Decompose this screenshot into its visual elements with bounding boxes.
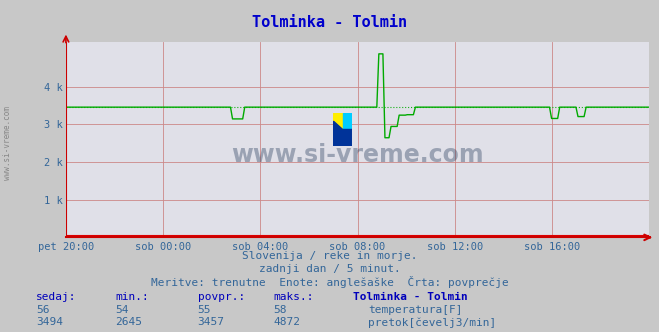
Text: Meritve: trenutne  Enote: anglešaške  Črta: povprečje: Meritve: trenutne Enote: anglešaške Črta…	[151, 276, 508, 288]
Text: 4872: 4872	[273, 317, 301, 327]
Text: 2645: 2645	[115, 317, 142, 327]
Text: www.si-vreme.com: www.si-vreme.com	[231, 143, 484, 167]
Text: Tolminka - Tolmin: Tolminka - Tolmin	[252, 15, 407, 30]
Text: Tolminka - Tolmin: Tolminka - Tolmin	[353, 292, 467, 302]
Text: maks.:: maks.:	[273, 292, 314, 302]
Text: zadnji dan / 5 minut.: zadnji dan / 5 minut.	[258, 264, 401, 274]
Polygon shape	[333, 121, 352, 146]
Text: povpr.:: povpr.:	[198, 292, 245, 302]
Text: sedaj:: sedaj:	[36, 292, 76, 302]
Text: min.:: min.:	[115, 292, 149, 302]
Text: pretok[čevelj3/min]: pretok[čevelj3/min]	[368, 317, 497, 328]
Text: 54: 54	[115, 305, 129, 315]
Bar	[343, 113, 352, 129]
Text: temperatura[F]: temperatura[F]	[368, 305, 463, 315]
Text: 55: 55	[198, 305, 211, 315]
Text: www.si-vreme.com: www.si-vreme.com	[3, 106, 13, 180]
Text: 56: 56	[36, 305, 49, 315]
Text: Slovenija / reke in morje.: Slovenija / reke in morje.	[242, 251, 417, 261]
Text: 58: 58	[273, 305, 287, 315]
Text: 3457: 3457	[198, 317, 225, 327]
Text: 3494: 3494	[36, 317, 63, 327]
Bar	[333, 113, 343, 129]
